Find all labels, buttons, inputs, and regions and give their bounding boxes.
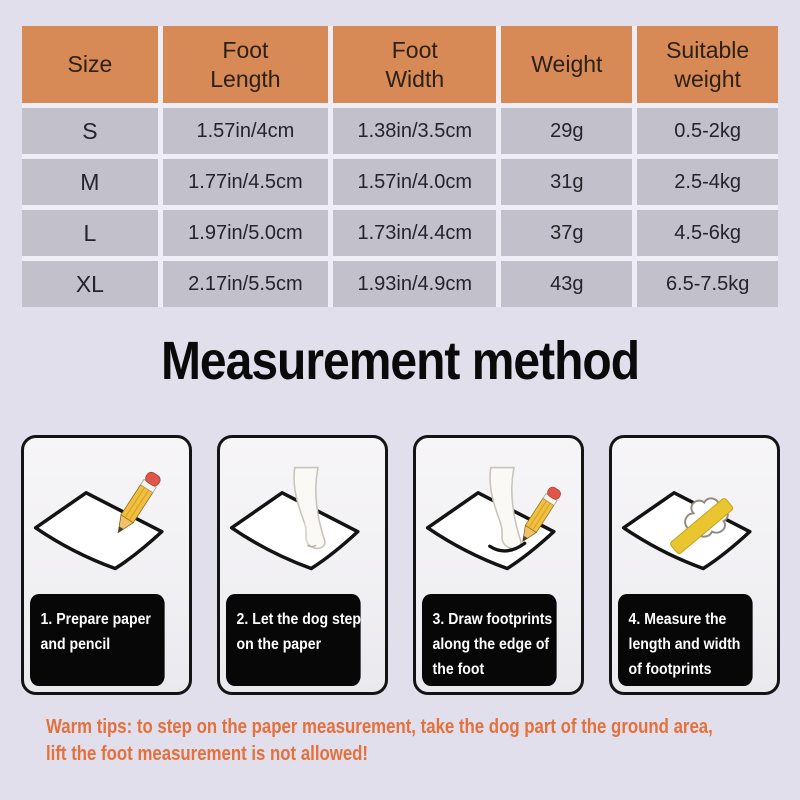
ruler-icon: [669, 498, 733, 554]
measure-footprint-illustration: [621, 491, 752, 571]
header-cell-foot-width: Foot Width: [333, 26, 497, 103]
step-label-3: 3. Draw footprints along the edge of the…: [421, 594, 557, 686]
step-card-3: 3. Draw footprints along the edge of the…: [412, 435, 584, 695]
draw-footprint-illustration: [425, 466, 561, 571]
table-cell: 6.5-7.5kg: [637, 261, 778, 307]
table-cell: 29g: [501, 108, 633, 154]
header-cell-weight: Weight: [501, 26, 633, 103]
warm-tips-line-1: Warm tips: to step on the paper measurem…: [46, 716, 713, 738]
warm-tips-line-2: lift the foot measurement is not allowed…: [46, 743, 369, 765]
step-label-1: 1. Prepare paper and pencil: [29, 594, 165, 686]
table-cell: 4.5-6kg: [637, 210, 778, 256]
table-cell-size-l: L: [22, 210, 158, 256]
table-cell: 37g: [501, 210, 633, 256]
table-cell: 2.17in/5.5cm: [162, 261, 329, 307]
table-cell-size-s: S: [22, 108, 158, 154]
table-cell: 1.93in/4.9cm: [333, 261, 497, 307]
table-cell: 1.57in/4cm: [162, 108, 329, 154]
paper-pencil-illustration: [33, 471, 164, 571]
table-cell: 1.73in/4.4cm: [333, 210, 497, 256]
table-cell: 1.38in/3.5cm: [333, 108, 497, 154]
step-card-1: 1. Prepare paper and pencil: [20, 435, 192, 695]
header-cell-suitable-weight: Suitable weight: [637, 26, 778, 103]
step-label-4: 4. Measure the length and width of footp…: [617, 594, 753, 686]
step-card-4: 4. Measure the length and width of footp…: [608, 435, 780, 695]
dog-step-illustration: [229, 466, 360, 571]
page-title: Measurement method: [160, 331, 640, 391]
table-cell-size-m: M: [22, 159, 158, 205]
table-cell: 2.5-4kg: [637, 159, 778, 205]
step-label-2: 2. Let the dog step on the paper: [225, 594, 360, 686]
warm-tips: Warm tips: to step on the paper measurem…: [46, 714, 790, 768]
measurement-steps: 1. Prepare paper and pencil 2. Let the d…: [0, 435, 800, 695]
table-cell: 0.5-2kg: [637, 108, 778, 154]
table-cell: 43g: [501, 261, 633, 307]
table-cell: 1.77in/4.5cm: [162, 159, 329, 205]
size-table: Size Foot Length Foot Width Weight Suita…: [22, 26, 778, 307]
table-cell-size-xl: XL: [22, 261, 158, 307]
dog-leg-icon: [292, 466, 326, 550]
pencil-icon: [117, 471, 161, 534]
table-cell: 1.97in/5.0cm: [162, 210, 329, 256]
step-card-2: 2. Let the dog step on the paper: [216, 435, 388, 695]
traced-outline: [487, 541, 526, 553]
header-cell-size: Size: [22, 26, 158, 103]
pencil-icon: [521, 486, 561, 543]
header-cell-foot-length: Foot Length: [162, 26, 329, 103]
table-cell: 31g: [501, 159, 633, 205]
table-cell: 1.57in/4.0cm: [333, 159, 497, 205]
